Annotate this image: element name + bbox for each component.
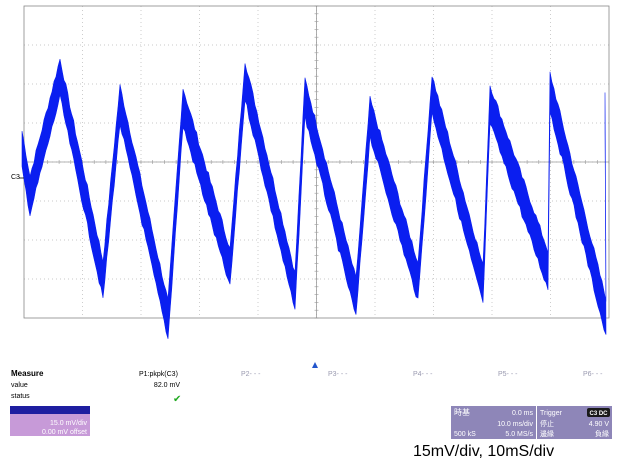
p3-param-name[interactable]: P3- - - bbox=[328, 371, 348, 378]
p2-param-name[interactable]: P2- - - bbox=[241, 371, 261, 378]
trigger-position-marker[interactable] bbox=[312, 362, 318, 368]
trigger-channel-badge bbox=[587, 408, 610, 417]
settings-caption: 15mV/div, 10mS/div bbox=[413, 443, 555, 460]
timebase-delay: 0.0 ms bbox=[512, 410, 534, 417]
p6-param-name[interactable]: P6- - - bbox=[583, 371, 603, 378]
p1-param-name[interactable]: P1:pkpk(C3) bbox=[139, 371, 178, 378]
timebase-box[interactable]: 時基 0.0 ms 10.0 ms/div 500 kS 5.0 MS/s bbox=[451, 406, 536, 439]
trigger-title: Trigger bbox=[540, 410, 563, 417]
p1-param-value: 82.0 mV bbox=[154, 382, 180, 389]
trigger-box[interactable]: Trigger C3 DC 停止 4.90 V 邊緣 負緣 bbox=[537, 406, 612, 439]
trigger-mode: 停止 bbox=[540, 419, 554, 428]
timebase-sample-rate: 5.0 MS/s bbox=[505, 431, 533, 438]
p5-param-name[interactable]: P5- - - bbox=[498, 371, 518, 378]
trigger-slope: 負緣 bbox=[595, 429, 609, 438]
measure-row-label-value: value bbox=[11, 382, 28, 389]
channel-descriptor-box[interactable]: 15.0 mV/div 0.00 mV offset bbox=[10, 406, 90, 436]
channel-volts-per-div: 15.0 mV/div bbox=[50, 420, 87, 427]
measure-row-label-status: status bbox=[11, 393, 30, 400]
timebase-time-per-div: 10.0 ms/div bbox=[497, 421, 533, 428]
timebase-samples: 500 kS bbox=[454, 431, 476, 438]
waveform-trace bbox=[21, 59, 607, 339]
trigger-channel-badge-label: C3 DC bbox=[589, 411, 608, 417]
channel-offset: 0.00 mV offset bbox=[42, 429, 87, 436]
trigger-type: 邊緣 bbox=[540, 429, 554, 438]
p1-status-check-icon: ✔ bbox=[173, 394, 181, 405]
channel-marker-label[interactable]: C3 bbox=[11, 174, 20, 181]
timebase-title: 時基 bbox=[454, 407, 470, 417]
measure-header: Measure bbox=[11, 369, 44, 378]
trigger-level: 4.90 V bbox=[589, 421, 610, 428]
p4-param-name[interactable]: P4- - - bbox=[413, 371, 433, 378]
